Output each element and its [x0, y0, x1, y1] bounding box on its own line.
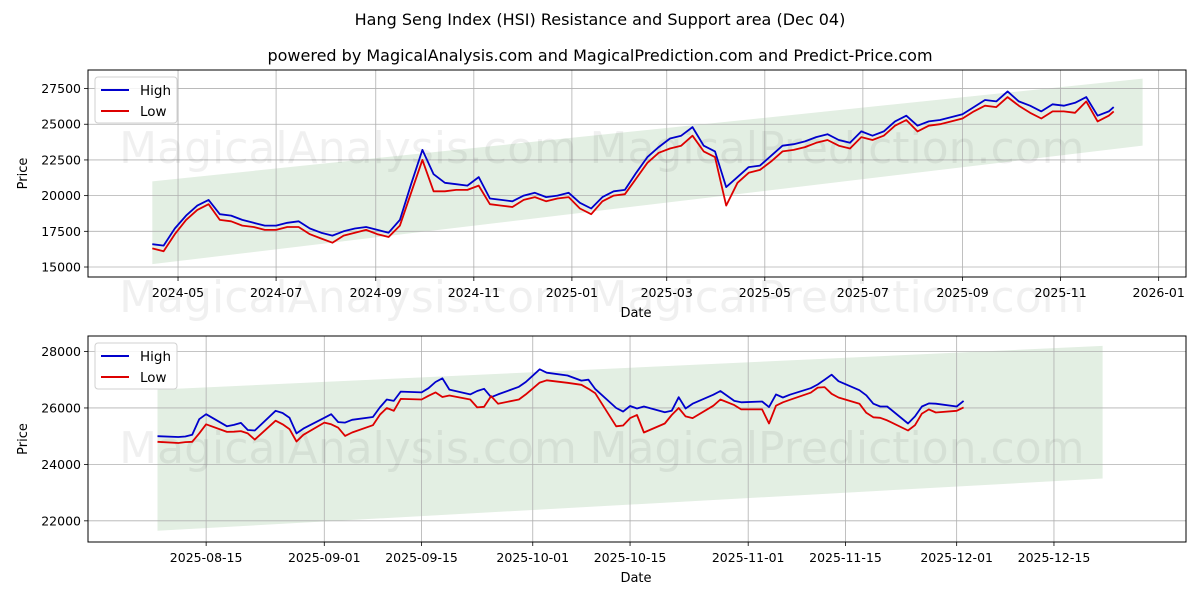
y-tick-label: 27500 — [41, 81, 81, 96]
watermark-text: MagicalAnalysis.com — [119, 272, 577, 323]
axes-frame — [87, 69, 1187, 278]
x-tick-label: 2025-09-01 — [288, 550, 361, 565]
watermark-text: MagicalAnalysis.com — [119, 123, 577, 174]
y-tick-label: 25000 — [41, 117, 81, 132]
y-tick-label: 17500 — [41, 224, 81, 239]
legend-low-label: Low — [140, 104, 167, 120]
x-tick-label: 2025-09 — [936, 285, 988, 300]
x-axis-label: Date — [620, 571, 651, 586]
low-price-line — [157, 379, 964, 444]
x-tick-label: 2025-08-15 — [170, 550, 243, 565]
high-price-line — [152, 90, 1115, 247]
chart-title: Hang Seng Index (HSI) Resistance and Sup… — [354, 10, 846, 29]
x-tick-label: 2025-03 — [641, 285, 693, 300]
x-tick-label: 2025-12-15 — [1018, 550, 1091, 565]
x-tick-label: 2025-11-15 — [809, 550, 882, 565]
x-tick-label: 2025-11 — [1034, 285, 1086, 300]
x-tick-label: 2025-09-15 — [385, 550, 458, 565]
y-tick-label: 22500 — [41, 152, 81, 167]
watermark-text: MagicalPrediction.com — [590, 272, 1085, 323]
x-tick-label: 2025-01 — [546, 285, 598, 300]
axes-frame — [87, 335, 1187, 543]
x-tick-label: 2024-09 — [350, 285, 402, 300]
y-tick-label: 26000 — [41, 400, 81, 415]
x-tick-label: 2025-07 — [837, 285, 889, 300]
legend-high-label: High — [140, 83, 171, 99]
high-price-line — [157, 368, 965, 438]
legend-low-label: Low — [140, 370, 167, 386]
watermark-text: MagicalPrediction.com — [590, 423, 1085, 474]
x-tick-label: 2025-10-01 — [496, 550, 569, 565]
bottom-chart-panel: 2025-08-15 2025-09-01 2025-09-15 2025-10-01… — [16, 335, 1187, 586]
y-tick-label: 22000 — [41, 513, 81, 528]
x-axis-label: Date — [620, 306, 651, 321]
watermark-text: MagicalPrediction.com — [590, 123, 1085, 174]
legend: High Low — [94, 342, 178, 390]
x-tick-label: 2026-01 — [1133, 285, 1185, 300]
x-tick-label: 2024-07 — [250, 285, 302, 300]
x-tick-label: 2025-10-15 — [594, 550, 667, 565]
legend: High Low — [94, 76, 178, 124]
x-tick-label: 2025-05 — [739, 285, 791, 300]
y-tick-label: 20000 — [41, 188, 81, 203]
x-tick-label: 2025-11-01 — [712, 550, 785, 565]
y-axis-label: Price — [16, 158, 31, 190]
y-tick-label: 28000 — [41, 344, 81, 359]
y-tick-label: 24000 — [41, 457, 81, 472]
y-axis-label: Price — [16, 423, 31, 455]
chart-subtitle: powered by MagicalAnalysis.com and Magic… — [267, 46, 933, 65]
y-tick-label: 15000 — [41, 260, 81, 275]
watermark-text: MagicalAnalysis.com — [119, 423, 577, 474]
x-tick-label: 2024-11 — [448, 285, 500, 300]
top-chart-panel: 2024-05 2024-07 2024-09 2024-11 2025-01 2025-… — [16, 69, 1187, 323]
x-tick-label: 2025-12-01 — [920, 550, 993, 565]
low-price-line — [152, 96, 1115, 253]
legend-high-label: High — [140, 349, 171, 365]
x-tick-label: 2024-05 — [152, 285, 204, 300]
